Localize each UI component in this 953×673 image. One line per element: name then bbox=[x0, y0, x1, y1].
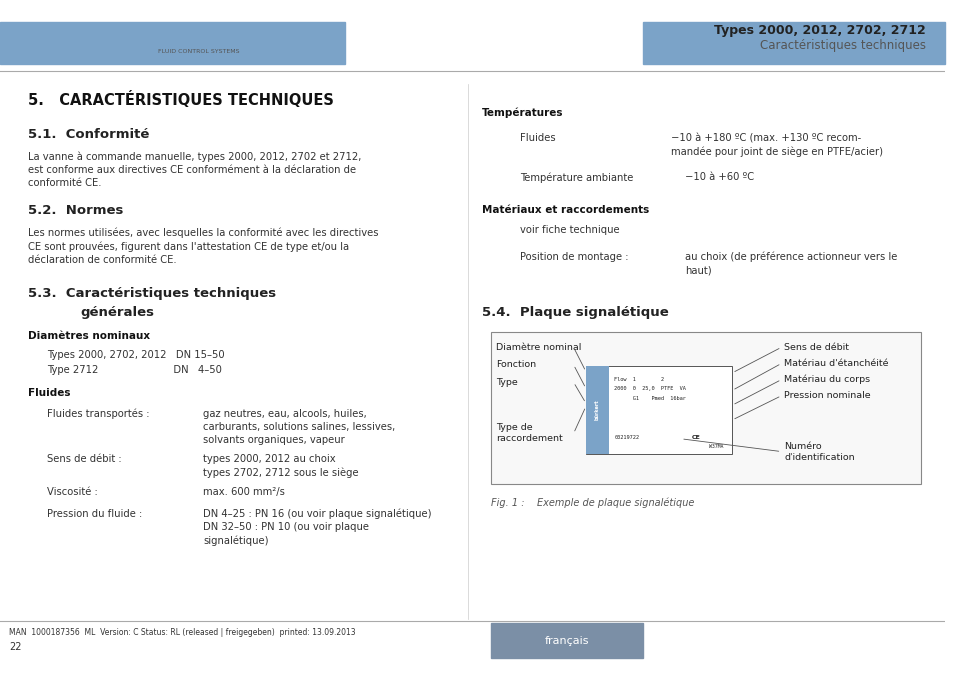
Text: MAN  1000187356  ML  Version: C Status: RL (released | freigegeben)  printed: 13: MAN 1000187356 ML Version: C Status: RL … bbox=[10, 628, 355, 637]
Text: Type de
raccordement: Type de raccordement bbox=[496, 423, 562, 444]
Text: Types 2000, 2702, 2012   DN 15–50: Types 2000, 2702, 2012 DN 15–50 bbox=[48, 350, 225, 360]
Text: Température ambiante: Température ambiante bbox=[519, 172, 633, 183]
Text: 5.2.  Normes: 5.2. Normes bbox=[29, 204, 124, 217]
Text: Type: Type bbox=[496, 378, 517, 387]
Text: voir fiche technique: voir fiche technique bbox=[519, 225, 618, 235]
Text: 5.   CARACTÉRISTIQUES TECHNIQUES: 5. CARACTÉRISTIQUES TECHNIQUES bbox=[29, 91, 334, 108]
Text: gaz neutres, eau, alcools, huiles,
carburants, solutions salines, lessives,
solv: gaz neutres, eau, alcools, huiles, carbu… bbox=[203, 409, 395, 445]
Text: Type 2712                        DN   4–50: Type 2712 DN 4–50 bbox=[48, 365, 222, 375]
Text: français: français bbox=[544, 636, 589, 645]
Bar bbox=[585, 366, 608, 454]
Text: au choix (de préférence actionneur vers le
haut): au choix (de préférence actionneur vers … bbox=[684, 252, 897, 275]
Text: CE: CE bbox=[691, 435, 700, 439]
Text: FLUID CONTROL SYSTEMS: FLUID CONTROL SYSTEMS bbox=[157, 48, 239, 54]
Text: Températures: Températures bbox=[481, 108, 563, 118]
Text: 2000  0  25,0  PTFE  VA: 2000 0 25,0 PTFE VA bbox=[614, 386, 685, 391]
Text: Viscosité :: Viscosité : bbox=[48, 487, 98, 497]
Bar bbox=[0, 22, 345, 64]
Text: 5.3.  Caractéristiques techniques: 5.3. Caractéristiques techniques bbox=[29, 287, 276, 299]
Text: La vanne à commande manuelle, types 2000, 2012, 2702 et 2712,
est conforme aux d: La vanne à commande manuelle, types 2000… bbox=[29, 151, 361, 188]
Text: Pression du fluide :: Pression du fluide : bbox=[48, 509, 142, 519]
Text: Sens de débit: Sens de débit bbox=[783, 343, 848, 352]
Text: générales: générales bbox=[80, 306, 154, 318]
Text: Fig. 1 :    Exemple de plaque signalétique: Fig. 1 : Exemple de plaque signalétique bbox=[491, 497, 694, 508]
Bar bbox=[585, 366, 732, 454]
Text: Fluides transportés :: Fluides transportés : bbox=[48, 409, 150, 419]
Text: 5.4.  Plaque signalétique: 5.4. Plaque signalétique bbox=[481, 306, 668, 318]
Text: Fonction: Fonction bbox=[496, 360, 536, 369]
Text: Matériau d'étanchéité: Matériau d'étanchéité bbox=[783, 359, 888, 368]
Bar bbox=[491, 623, 642, 658]
Text: Flow  1        2: Flow 1 2 bbox=[614, 377, 663, 382]
Text: Position de montage :: Position de montage : bbox=[519, 252, 628, 262]
Text: 00219722: 00219722 bbox=[614, 435, 639, 439]
Text: −10 à +180 ºC (max. +130 ºC recom-
mandée pour joint de siège en PTFE/acier): −10 à +180 ºC (max. +130 ºC recom- mandé… bbox=[670, 133, 882, 157]
Text: bürkert: bürkert bbox=[594, 400, 599, 420]
Text: Caractéristiques techniques: Caractéristiques techniques bbox=[760, 38, 925, 52]
Text: bürkert: bürkert bbox=[160, 28, 236, 46]
Text: Diamètre nominal: Diamètre nominal bbox=[496, 343, 581, 352]
Bar bbox=[642, 22, 944, 64]
Text: Les normes utilisées, avec lesquelles la conformité avec les directives
CE sont : Les normes utilisées, avec lesquelles la… bbox=[29, 227, 378, 265]
Text: DN 4–25 : PN 16 (ou voir plaque signalétique)
DN 32–50 : PN 10 (ou voir plaque
s: DN 4–25 : PN 16 (ou voir plaque signalét… bbox=[203, 509, 431, 546]
Text: 5.1.  Conformité: 5.1. Conformité bbox=[29, 128, 150, 141]
Text: Types 2000, 2012, 2702, 2712: Types 2000, 2012, 2702, 2712 bbox=[714, 24, 925, 37]
Bar bbox=[491, 332, 921, 484]
Text: W37MA: W37MA bbox=[708, 444, 722, 449]
Text: max. 600 mm²/s: max. 600 mm²/s bbox=[203, 487, 285, 497]
Text: Fluides: Fluides bbox=[29, 388, 71, 398]
Text: Matériaux et raccordements: Matériaux et raccordements bbox=[481, 205, 648, 215]
Text: Matériau du corps: Matériau du corps bbox=[783, 375, 869, 384]
Text: G1    Pmed  16bar: G1 Pmed 16bar bbox=[614, 396, 685, 400]
Text: Fluides: Fluides bbox=[519, 133, 555, 143]
Text: 22: 22 bbox=[10, 643, 22, 652]
Text: Sens de débit :: Sens de débit : bbox=[48, 454, 122, 464]
Text: Numéro
d'identification: Numéro d'identification bbox=[783, 441, 854, 462]
Text: Diamètres nominaux: Diamètres nominaux bbox=[29, 331, 151, 341]
Text: types 2000, 2012 au choix
types 2702, 2712 sous le siège: types 2000, 2012 au choix types 2702, 27… bbox=[203, 454, 358, 479]
Text: Pression nominale: Pression nominale bbox=[783, 391, 870, 400]
Text: −10 à +60 ºC: −10 à +60 ºC bbox=[684, 172, 754, 182]
